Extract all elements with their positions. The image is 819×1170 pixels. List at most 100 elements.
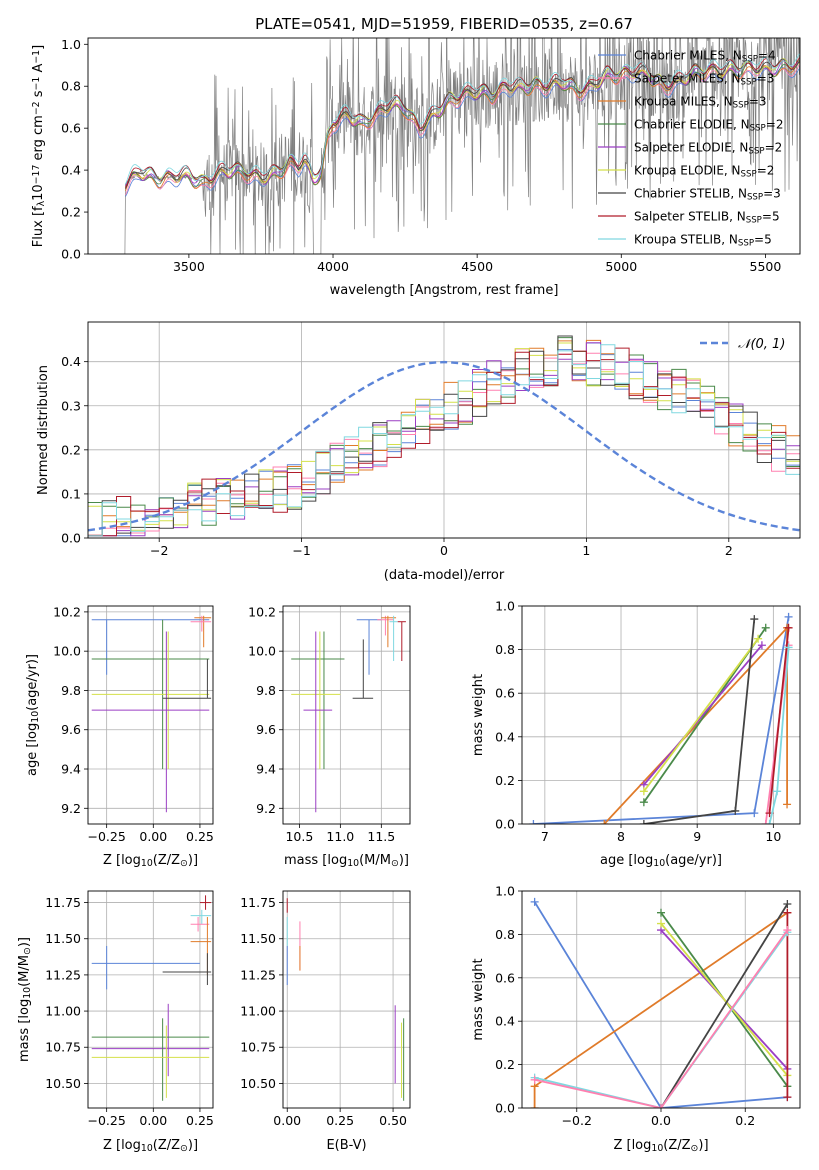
y-tick-label: 10.0 [53, 644, 81, 659]
x-tick-label: 9 [693, 829, 701, 844]
mass-weight-line-chabrier_miles [533, 901, 788, 1108]
plot-area [102, 38, 800, 254]
x-axis-label: wavelength [Angstrom, rest frame] [330, 283, 559, 298]
legend-label: Salpeter MILES, NSSP=3 [634, 72, 774, 88]
mass-weight-marker-kroupa_elodie [754, 634, 763, 643]
model-spectrum-salpeter_stelib [125, 57, 800, 188]
plot-area [286, 898, 405, 1101]
plot-area [91, 615, 212, 813]
y-tick-label: 0.4 [61, 163, 81, 178]
y-tick-label: 0.3 [61, 398, 81, 413]
y-tick-label: 0.2 [61, 442, 81, 457]
x-tick-label: 0.00 [273, 1113, 301, 1128]
x-tick-label: −0.25 [88, 829, 126, 844]
y-tick-label: 11.00 [45, 1004, 81, 1019]
mass-weight-marker-chabrier_stelib [783, 900, 792, 909]
y-tick-label: 10.2 [53, 604, 81, 619]
mass-weight-line-chabrier_stelib [660, 903, 789, 1108]
mass-weight-marker-chabrier_miles [530, 897, 539, 906]
x-tick-label: −0.2 [562, 1113, 592, 1128]
axes-frame [87, 890, 214, 1109]
y-tick-label: 9.4 [256, 762, 276, 777]
x-tick-label: 0.25 [186, 829, 214, 844]
mass-weight-line-salpeter_miles [534, 929, 789, 1108]
axes-frame [521, 605, 801, 825]
figure-title: PLATE=0541, MJD=51959, FIBERID=0535, z=0… [255, 15, 633, 33]
mass-weight-marker-chabrier_elodie [639, 798, 648, 807]
legend-label: 𝒩(0, 1) [738, 337, 785, 352]
massweight_vs_Z-axes: −0.2 0.0 0.2 0.0 0.2 0.4 0.6 0.8 1.0 Z [log10(Z/Z… [471, 884, 801, 1154]
y-axis-label: age [log10(age/yr)] [25, 654, 41, 776]
axes-frame [87, 605, 214, 825]
y-tick-label: 0.0 [61, 247, 81, 262]
x-tick-label: 0.00 [139, 1113, 167, 1128]
mass-weight-marker-kroupa_miles [783, 800, 792, 809]
mass-weight-marker-chabrier_elodie [761, 623, 770, 632]
y-axis-label: mass weight [471, 958, 486, 1040]
y-tick-label: 9.6 [256, 722, 276, 737]
legend-label: Kroupa STELIB, NSSP=5 [634, 233, 772, 249]
mass-weight-line-kroupa_elodie [660, 922, 789, 1077]
y-tick-label: 0.0 [495, 817, 515, 832]
legend-label: Kroupa ELODIE, NSSP=2 [634, 164, 774, 180]
massweight_vs_age-axes: 7 8 9 10 0.0 0.2 0.4 0.6 0.8 1.0 age [log10(age/yr… [471, 599, 801, 869]
y-tick-label: 0.4 [495, 1014, 515, 1029]
spectrum-legend: Chabrier MILES, NSSP=4 Salpeter MILES, NS… [598, 49, 783, 249]
y-tick-label: 0.2 [495, 1057, 515, 1072]
y-tick-label: 10.75 [45, 1040, 81, 1055]
mass-weight-marker-salpeter_stelib [783, 908, 792, 917]
y-tick-label: 0.8 [495, 642, 515, 657]
x-tick-label: 11.0 [326, 829, 354, 844]
axes-frame [282, 605, 411, 825]
y-tick-label: 10.75 [240, 1040, 276, 1055]
y-tick-label: 9.2 [256, 801, 276, 816]
y-tick-label: 0.1 [61, 486, 81, 501]
x-tick-label: 0 [440, 543, 448, 558]
x-tick-label: 10 [765, 829, 781, 844]
mass-weight-marker-kroupa_stelib [765, 820, 774, 824]
mass-weight-marker-salpeter_miles [783, 926, 792, 935]
mass-weight-marker-chabrier_stelib [750, 615, 759, 624]
y-tick-label: 0.4 [495, 729, 515, 744]
y-axis-label: Normed distribution [36, 365, 51, 495]
x-tick-label: 3500 [173, 259, 205, 274]
x-tick-label: 7 [541, 829, 549, 844]
x-tick-label: 2 [725, 543, 733, 558]
model-spectrum-kroupa_stelib [125, 53, 800, 185]
x-tick-label: 4500 [461, 259, 493, 274]
x-tick-label: 8 [617, 829, 625, 844]
y-tick-label: 1.0 [61, 37, 81, 52]
y-tick-label: 0.6 [61, 121, 81, 136]
plot-area [529, 612, 793, 824]
mass-weight-marker-kroupa_miles [530, 1104, 539, 1108]
legend-label: Kroupa MILES, NSSP=3 [634, 95, 767, 111]
x-tick-label: 0.50 [379, 1113, 407, 1128]
plot-area [530, 897, 792, 1108]
axes-frame [282, 890, 411, 1109]
x-axis-label: Z [log10(Z/Z⊙)] [103, 853, 198, 869]
y-tick-label: 0.6 [495, 970, 515, 985]
x-tick-label: 0.25 [326, 1113, 354, 1128]
y-tick-label: 0.8 [61, 79, 81, 94]
mass_vs_ebv-axes: 0.00 0.25 0.50 10.50 10.75 11.00 11.25 11.50 11.… [240, 890, 411, 1153]
x-tick-label: 10.5 [285, 829, 313, 844]
y-axis-label: mass [log10(M/M⊙)] [17, 937, 33, 1062]
x-tick-label: −2 [150, 543, 168, 558]
y-tick-label: 0.8 [495, 927, 515, 942]
y-tick-label: 11.75 [45, 895, 81, 910]
x-tick-label: 0.00 [139, 829, 167, 844]
y-tick-label: 9.4 [61, 762, 81, 777]
x-axis-label: Z [log10(Z/Z⊙)] [613, 1138, 708, 1154]
plot-area [91, 895, 212, 1101]
y-tick-label: 1.0 [495, 599, 515, 614]
axes-frame [87, 321, 801, 539]
mass-weight-marker-kroupa_stelib [773, 787, 782, 796]
histogram-salpeter_stelib [88, 347, 800, 537]
y-tick-label: 11.50 [45, 931, 81, 946]
axes-frame [87, 37, 801, 255]
x-tick-label: 5000 [605, 259, 637, 274]
x-axis-label: E(B-V) [326, 1138, 366, 1153]
mass-weight-marker-kroupa_elodie [657, 919, 665, 928]
mass-weight-marker-chabrier_miles [784, 612, 793, 621]
